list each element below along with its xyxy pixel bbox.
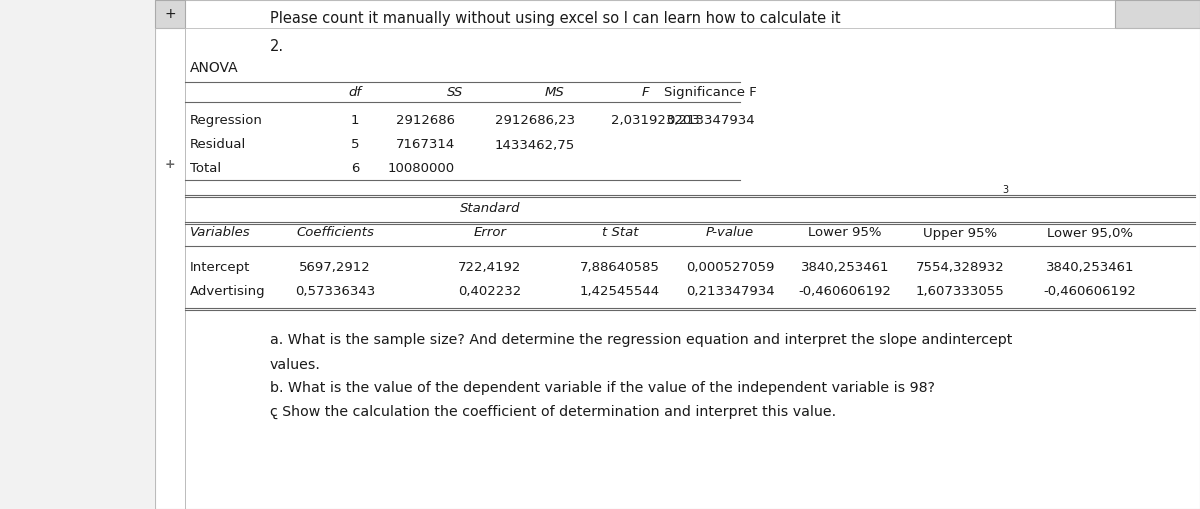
- Text: t Stat: t Stat: [601, 227, 638, 240]
- Text: 1,607333055: 1,607333055: [916, 286, 1004, 298]
- Text: values.: values.: [270, 358, 320, 372]
- Text: 2.: 2.: [270, 39, 284, 53]
- Text: 0,213347934: 0,213347934: [666, 114, 755, 127]
- Text: 3840,253461: 3840,253461: [1045, 261, 1134, 273]
- Text: ANOVA: ANOVA: [190, 61, 239, 75]
- Bar: [155, 0, 1200, 509]
- Text: 7,88640585: 7,88640585: [580, 261, 660, 273]
- Text: 5697,2912: 5697,2912: [299, 261, 371, 273]
- Text: MS: MS: [545, 86, 565, 99]
- Text: 0,402232: 0,402232: [458, 286, 522, 298]
- Text: -0,460606192: -0,460606192: [1044, 286, 1136, 298]
- Text: c̢ Show the calculation the coefficient of determination and interpret this valu: c̢ Show the calculation the coefficient …: [270, 405, 836, 419]
- Text: 1433462,75: 1433462,75: [494, 138, 575, 152]
- Text: F: F: [641, 86, 649, 99]
- Text: +: +: [164, 7, 176, 21]
- Text: df: df: [348, 86, 361, 99]
- Text: 0,57336343: 0,57336343: [295, 286, 376, 298]
- Text: Lower 95,0%: Lower 95,0%: [1046, 227, 1133, 240]
- Text: 5: 5: [350, 138, 359, 152]
- Bar: [155, 0, 185, 28]
- Text: Coefficients: Coefficients: [296, 227, 374, 240]
- Text: +: +: [164, 158, 175, 172]
- Text: 0,213347934: 0,213347934: [685, 286, 774, 298]
- Bar: [1115, 0, 1200, 28]
- Text: 1,42545544: 1,42545544: [580, 286, 660, 298]
- Text: 7554,328932: 7554,328932: [916, 261, 1004, 273]
- Text: 2912686,23: 2912686,23: [494, 114, 575, 127]
- Text: b. What is the value of the dependent variable if the value of the independent v: b. What is the value of the dependent va…: [270, 381, 935, 395]
- Text: Variables: Variables: [190, 227, 251, 240]
- Text: 2,031923203: 2,031923203: [611, 114, 700, 127]
- Text: a. What is the sample size? And determine the regression equation and interpret : a. What is the sample size? And determin…: [270, 333, 1013, 347]
- Text: 2912686: 2912686: [396, 114, 455, 127]
- Text: 3840,253461: 3840,253461: [800, 261, 889, 273]
- Text: 722,4192: 722,4192: [458, 261, 522, 273]
- Text: Upper 95%: Upper 95%: [923, 227, 997, 240]
- Text: Standard: Standard: [460, 203, 521, 215]
- Text: 7167314: 7167314: [396, 138, 455, 152]
- Text: 1: 1: [350, 114, 359, 127]
- Text: 10080000: 10080000: [388, 161, 455, 175]
- Text: Advertising: Advertising: [190, 286, 265, 298]
- Text: Significance F: Significance F: [664, 86, 756, 99]
- Text: Intercept: Intercept: [190, 261, 251, 273]
- Bar: [0, 0, 155, 509]
- Text: -0,460606192: -0,460606192: [798, 286, 892, 298]
- Text: 3: 3: [1002, 185, 1008, 195]
- Text: 0,000527059: 0,000527059: [686, 261, 774, 273]
- Text: P-value: P-value: [706, 227, 754, 240]
- Text: Total: Total: [190, 161, 221, 175]
- Text: SS: SS: [446, 86, 463, 99]
- Text: Residual: Residual: [190, 138, 246, 152]
- Text: Please count it manually without using excel so I can learn how to calculate it: Please count it manually without using e…: [270, 11, 841, 25]
- Text: Regression: Regression: [190, 114, 263, 127]
- Text: Lower 95%: Lower 95%: [809, 227, 882, 240]
- Text: Error: Error: [474, 227, 506, 240]
- Text: 6: 6: [350, 161, 359, 175]
